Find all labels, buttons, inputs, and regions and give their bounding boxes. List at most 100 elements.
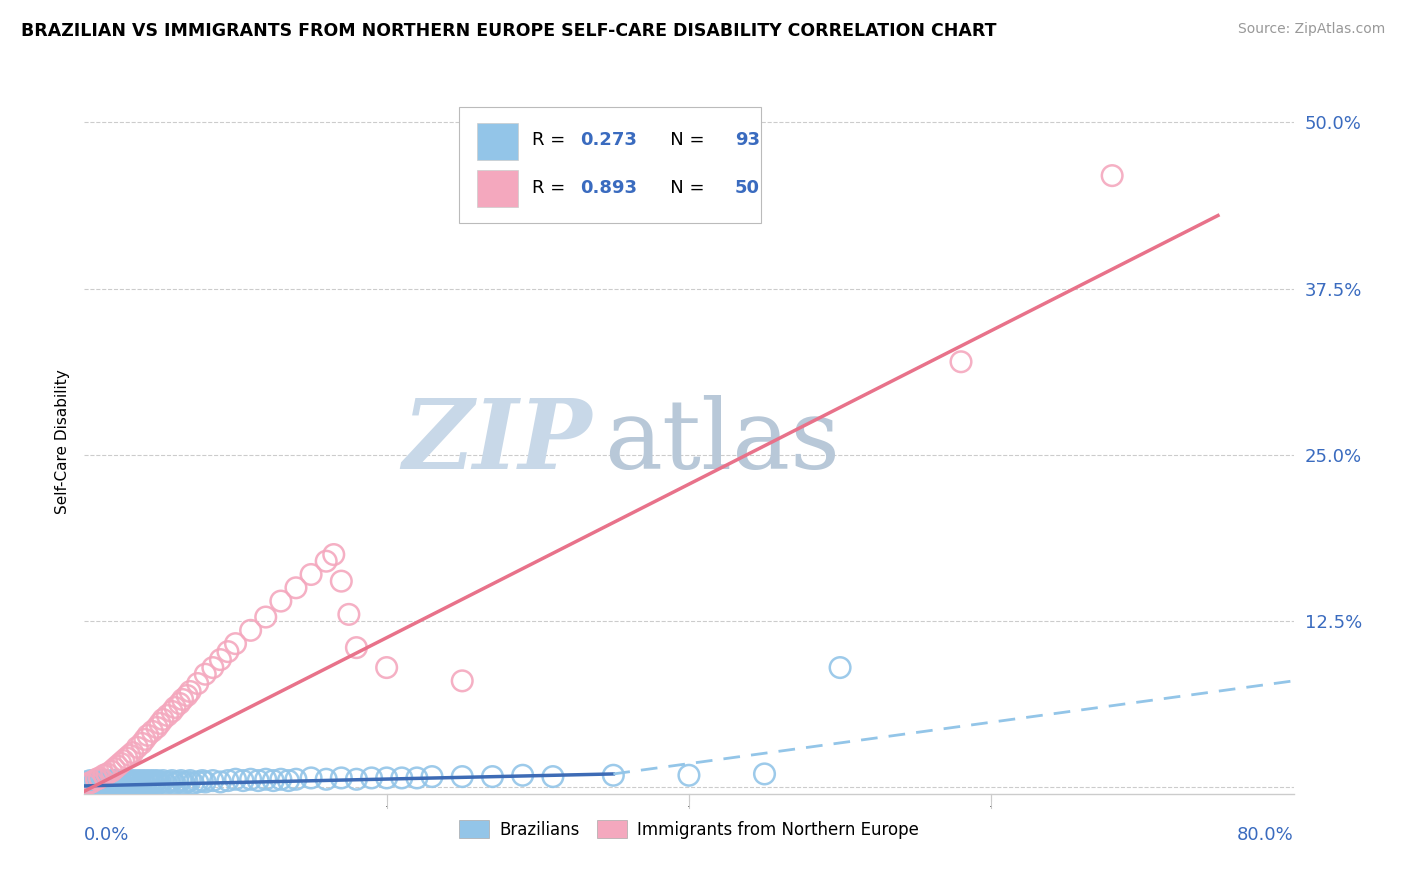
- Point: [134, 776, 156, 790]
- Point: [152, 773, 174, 788]
- Point: [91, 776, 114, 790]
- Point: [146, 720, 169, 734]
- Point: [209, 775, 232, 789]
- Point: [110, 756, 132, 771]
- Point: [830, 660, 852, 674]
- Point: [152, 713, 174, 727]
- Point: [346, 772, 368, 787]
- Point: [225, 772, 247, 787]
- Point: [141, 724, 163, 739]
- Point: [172, 692, 194, 706]
- Point: [131, 775, 153, 789]
- Point: [239, 624, 262, 638]
- Point: [127, 740, 149, 755]
- Point: [138, 776, 160, 790]
- Point: [82, 776, 104, 790]
- Point: [93, 768, 115, 782]
- Point: [131, 736, 153, 750]
- Text: 0.893: 0.893: [581, 179, 637, 197]
- Point: [146, 773, 169, 788]
- Point: [254, 610, 277, 624]
- Point: [121, 746, 143, 760]
- Point: [118, 773, 141, 788]
- Point: [122, 773, 145, 788]
- Point: [187, 775, 209, 789]
- Point: [299, 567, 322, 582]
- Point: [285, 772, 308, 787]
- Point: [96, 776, 118, 790]
- Point: [262, 773, 284, 788]
- Point: [270, 594, 292, 608]
- Point: [176, 775, 198, 789]
- Point: [176, 689, 198, 703]
- Point: [179, 773, 201, 788]
- Point: [132, 773, 155, 788]
- Point: [94, 773, 117, 788]
- Point: [201, 773, 224, 788]
- Point: [80, 775, 103, 789]
- Point: [209, 652, 232, 666]
- Point: [165, 776, 187, 790]
- Text: N =: N =: [652, 179, 710, 197]
- Point: [136, 728, 159, 742]
- Text: 0.273: 0.273: [581, 131, 637, 149]
- Text: 93: 93: [735, 131, 759, 149]
- Point: [149, 716, 172, 731]
- Legend: Brazilians, Immigrants from Northern Europe: Brazilians, Immigrants from Northern Eur…: [453, 814, 925, 846]
- Point: [232, 773, 254, 788]
- Point: [75, 778, 97, 792]
- Point: [157, 775, 180, 789]
- Point: [160, 773, 183, 788]
- Point: [420, 770, 443, 784]
- Point: [104, 776, 127, 790]
- Point: [375, 660, 398, 674]
- Point: [112, 773, 135, 788]
- Point: [678, 768, 700, 782]
- Point: [77, 776, 100, 790]
- Point: [77, 776, 100, 790]
- Point: [112, 754, 135, 768]
- Point: [170, 773, 193, 788]
- Point: [75, 775, 97, 789]
- Point: [115, 751, 138, 765]
- Text: atlas: atlas: [605, 394, 841, 489]
- Point: [80, 775, 103, 789]
- Point: [141, 773, 163, 788]
- Point: [201, 660, 224, 674]
- Point: [118, 748, 141, 763]
- FancyBboxPatch shape: [478, 123, 519, 160]
- Point: [194, 667, 217, 681]
- FancyBboxPatch shape: [460, 107, 762, 223]
- Point: [84, 775, 107, 789]
- Point: [512, 768, 534, 782]
- Point: [148, 776, 170, 790]
- Point: [160, 705, 183, 719]
- Point: [406, 771, 429, 785]
- Point: [277, 773, 299, 788]
- Point: [181, 776, 204, 790]
- Point: [337, 607, 360, 622]
- Point: [125, 776, 148, 790]
- Point: [451, 770, 474, 784]
- Point: [76, 778, 98, 792]
- Point: [107, 775, 129, 789]
- Point: [115, 776, 138, 790]
- Point: [165, 700, 187, 714]
- Point: [86, 772, 108, 787]
- Point: [129, 776, 152, 790]
- Text: Source: ZipAtlas.com: Source: ZipAtlas.com: [1237, 22, 1385, 37]
- Text: 0.0%: 0.0%: [84, 826, 129, 844]
- Point: [346, 640, 368, 655]
- Text: 80.0%: 80.0%: [1237, 826, 1294, 844]
- Point: [239, 772, 262, 787]
- Text: R =: R =: [531, 131, 571, 149]
- Point: [117, 775, 139, 789]
- Point: [104, 762, 127, 776]
- Point: [79, 773, 101, 788]
- Point: [169, 697, 191, 711]
- Point: [217, 645, 239, 659]
- Point: [96, 767, 118, 781]
- Point: [270, 772, 292, 787]
- Text: 50: 50: [735, 179, 759, 197]
- Point: [111, 776, 134, 790]
